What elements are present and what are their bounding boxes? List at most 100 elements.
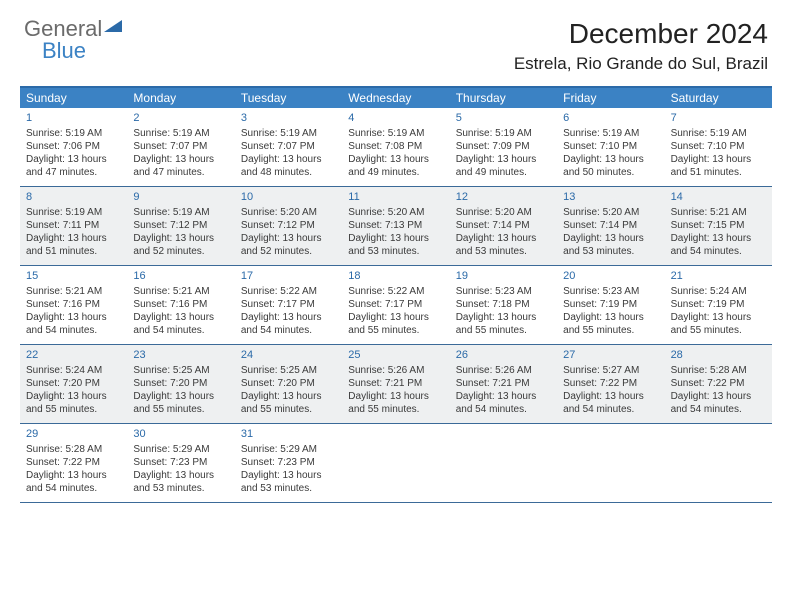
dow-cell: Wednesday xyxy=(342,88,449,108)
daylight-text: Daylight: 13 hours xyxy=(348,153,443,166)
sunrise-text: Sunrise: 5:20 AM xyxy=(348,206,443,219)
daylight-text: Daylight: 13 hours xyxy=(26,390,121,403)
day-number: 29 xyxy=(26,427,121,441)
sunset-text: Sunset: 7:13 PM xyxy=(348,219,443,232)
daylight-text: and 50 minutes. xyxy=(563,166,658,179)
sunrise-text: Sunrise: 5:24 AM xyxy=(26,364,121,377)
day-number: 13 xyxy=(563,190,658,204)
day-cell: 5Sunrise: 5:19 AMSunset: 7:09 PMDaylight… xyxy=(450,108,557,186)
daylight-text: and 55 minutes. xyxy=(671,324,766,337)
daylight-text: and 54 minutes. xyxy=(133,324,228,337)
dow-cell: Sunday xyxy=(20,88,127,108)
daylight-text: and 51 minutes. xyxy=(671,166,766,179)
daylight-text: and 54 minutes. xyxy=(671,245,766,258)
day-number: 12 xyxy=(456,190,551,204)
day-cell: 19Sunrise: 5:23 AMSunset: 7:18 PMDayligh… xyxy=(450,266,557,344)
sunrise-text: Sunrise: 5:21 AM xyxy=(26,285,121,298)
daylight-text: and 54 minutes. xyxy=(456,403,551,416)
day-cell: 18Sunrise: 5:22 AMSunset: 7:17 PMDayligh… xyxy=(342,266,449,344)
day-cell: 15Sunrise: 5:21 AMSunset: 7:16 PMDayligh… xyxy=(20,266,127,344)
day-number: 27 xyxy=(563,348,658,362)
dow-cell: Monday xyxy=(127,88,234,108)
sunset-text: Sunset: 7:12 PM xyxy=(133,219,228,232)
daylight-text: and 55 minutes. xyxy=(241,403,336,416)
calendar-week: 22Sunrise: 5:24 AMSunset: 7:20 PMDayligh… xyxy=(20,345,772,424)
daylight-text: and 48 minutes. xyxy=(241,166,336,179)
day-cell: 28Sunrise: 5:28 AMSunset: 7:22 PMDayligh… xyxy=(665,345,772,423)
day-cell: 4Sunrise: 5:19 AMSunset: 7:08 PMDaylight… xyxy=(342,108,449,186)
daylight-text: and 55 minutes. xyxy=(563,324,658,337)
sunset-text: Sunset: 7:21 PM xyxy=(456,377,551,390)
day-cell: 24Sunrise: 5:25 AMSunset: 7:20 PMDayligh… xyxy=(235,345,342,423)
day-number: 31 xyxy=(241,427,336,441)
daylight-text: and 55 minutes. xyxy=(348,403,443,416)
daylight-text: Daylight: 13 hours xyxy=(456,311,551,324)
sunset-text: Sunset: 7:17 PM xyxy=(241,298,336,311)
sunset-text: Sunset: 7:21 PM xyxy=(348,377,443,390)
sunset-text: Sunset: 7:20 PM xyxy=(133,377,228,390)
day-number: 5 xyxy=(456,111,551,125)
daylight-text: and 52 minutes. xyxy=(241,245,336,258)
day-cell: 10Sunrise: 5:20 AMSunset: 7:12 PMDayligh… xyxy=(235,187,342,265)
weeks-container: 1Sunrise: 5:19 AMSunset: 7:06 PMDaylight… xyxy=(20,108,772,503)
daylight-text: and 47 minutes. xyxy=(133,166,228,179)
title-block: December 2024 Estrela, Rio Grande do Sul… xyxy=(514,18,768,74)
day-number: 20 xyxy=(563,269,658,283)
logo-line1: General xyxy=(24,18,102,40)
sunset-text: Sunset: 7:11 PM xyxy=(26,219,121,232)
calendar-grid: SundayMondayTuesdayWednesdayThursdayFrid… xyxy=(20,86,772,503)
sunset-text: Sunset: 7:14 PM xyxy=(456,219,551,232)
daylight-text: Daylight: 13 hours xyxy=(26,232,121,245)
daylight-text: and 49 minutes. xyxy=(348,166,443,179)
calendar-week: 15Sunrise: 5:21 AMSunset: 7:16 PMDayligh… xyxy=(20,266,772,345)
sunrise-text: Sunrise: 5:25 AM xyxy=(133,364,228,377)
sunset-text: Sunset: 7:14 PM xyxy=(563,219,658,232)
sunset-text: Sunset: 7:09 PM xyxy=(456,140,551,153)
daylight-text: and 52 minutes. xyxy=(133,245,228,258)
day-cell: 8Sunrise: 5:19 AMSunset: 7:11 PMDaylight… xyxy=(20,187,127,265)
daylight-text: Daylight: 13 hours xyxy=(456,390,551,403)
sunrise-text: Sunrise: 5:20 AM xyxy=(563,206,658,219)
daylight-text: and 53 minutes. xyxy=(133,482,228,495)
daylight-text: Daylight: 13 hours xyxy=(671,153,766,166)
day-number: 30 xyxy=(133,427,228,441)
daylight-text: and 47 minutes. xyxy=(26,166,121,179)
day-cell: 1Sunrise: 5:19 AMSunset: 7:06 PMDaylight… xyxy=(20,108,127,186)
sunrise-text: Sunrise: 5:26 AM xyxy=(456,364,551,377)
day-number: 19 xyxy=(456,269,551,283)
sunrise-text: Sunrise: 5:28 AM xyxy=(671,364,766,377)
sunrise-text: Sunrise: 5:26 AM xyxy=(348,364,443,377)
day-cell: 6Sunrise: 5:19 AMSunset: 7:10 PMDaylight… xyxy=(557,108,664,186)
daylight-text: Daylight: 13 hours xyxy=(348,390,443,403)
sunrise-text: Sunrise: 5:19 AM xyxy=(563,127,658,140)
daylight-text: Daylight: 13 hours xyxy=(26,469,121,482)
sunrise-text: Sunrise: 5:22 AM xyxy=(348,285,443,298)
day-cell: 26 Sunrise: 5:26 AMSunset: 7:21 PMDayligh… xyxy=(450,345,557,423)
day-number: 18 xyxy=(348,269,443,283)
sunset-text: Sunset: 7:06 PM xyxy=(26,140,121,153)
day-number: 25 xyxy=(348,348,443,362)
day-cell: 29Sunrise: 5:28 AMSunset: 7:22 PMDayligh… xyxy=(20,424,127,502)
day-number: 26 xyxy=(456,348,551,362)
day-number: 23 xyxy=(133,348,228,362)
dow-cell: Saturday xyxy=(665,88,772,108)
daylight-text: Daylight: 13 hours xyxy=(563,153,658,166)
daylight-text: and 51 minutes. xyxy=(26,245,121,258)
day-number: 2 xyxy=(133,111,228,125)
logo: General Blue xyxy=(24,18,102,62)
daylight-text: Daylight: 13 hours xyxy=(563,232,658,245)
daylight-text: Daylight: 13 hours xyxy=(241,469,336,482)
empty-cell xyxy=(665,424,772,502)
daylight-text: and 53 minutes. xyxy=(563,245,658,258)
sunrise-text: Sunrise: 5:19 AM xyxy=(671,127,766,140)
sunset-text: Sunset: 7:17 PM xyxy=(348,298,443,311)
sunrise-text: Sunrise: 5:23 AM xyxy=(563,285,658,298)
sunset-text: Sunset: 7:16 PM xyxy=(26,298,121,311)
day-cell: 16Sunrise: 5:21 AMSunset: 7:16 PMDayligh… xyxy=(127,266,234,344)
daylight-text: and 53 minutes. xyxy=(241,482,336,495)
sunrise-text: Sunrise: 5:22 AM xyxy=(241,285,336,298)
sunset-text: Sunset: 7:08 PM xyxy=(348,140,443,153)
day-cell: 30Sunrise: 5:29 AMSunset: 7:23 PMDayligh… xyxy=(127,424,234,502)
sunrise-text: Sunrise: 5:19 AM xyxy=(133,206,228,219)
daylight-text: and 53 minutes. xyxy=(456,245,551,258)
